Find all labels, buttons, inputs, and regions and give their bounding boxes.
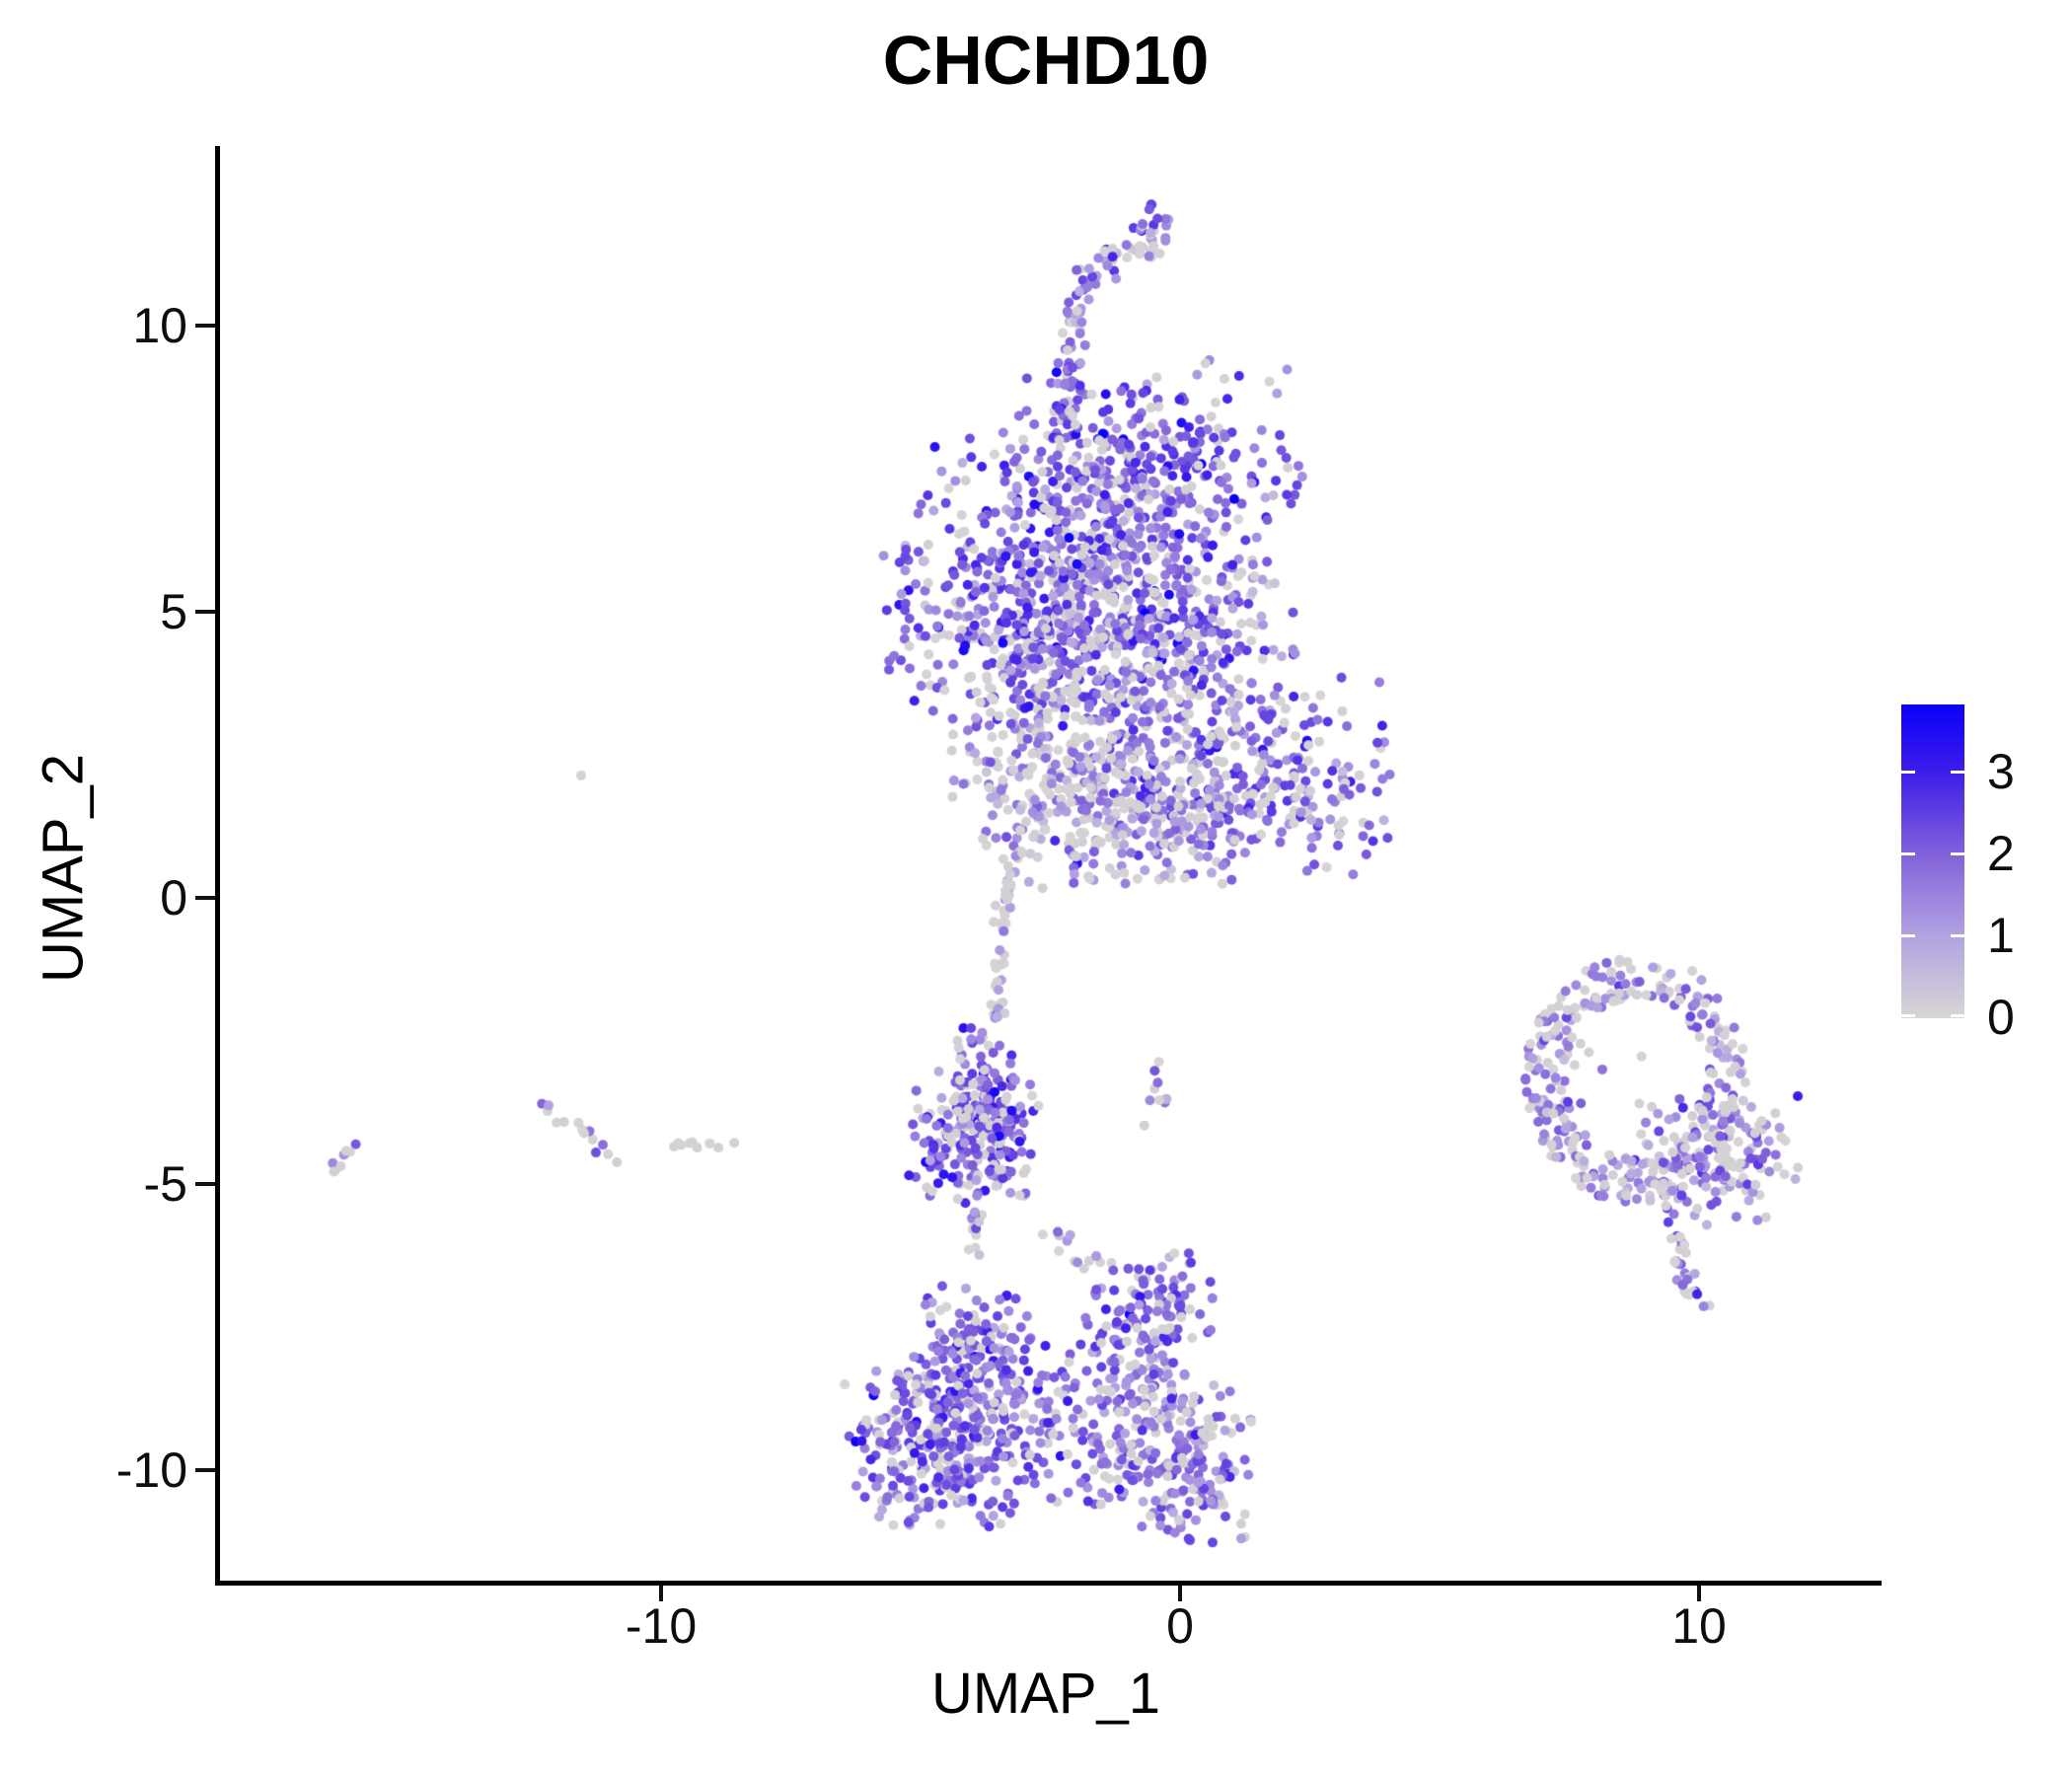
colorbar-label: 1	[1987, 908, 2015, 963]
colorbar-label: 2	[1987, 826, 2015, 881]
colorbar-tick	[1951, 934, 1964, 937]
y-tick-mark	[195, 1182, 215, 1186]
y-tick-label: -5	[143, 1156, 187, 1212]
y-tick-mark	[195, 324, 215, 328]
colorbar-label: 0	[1987, 990, 2015, 1045]
x-tick-mark	[1178, 1586, 1182, 1601]
y-tick-label: -10	[115, 1443, 187, 1498]
colorbar-tick	[1951, 852, 1964, 855]
colorbar-tick	[1901, 852, 1915, 855]
colorbar-tick	[1901, 934, 1915, 937]
colorbar-tick	[1951, 1014, 1964, 1017]
y-tick-mark	[195, 610, 215, 614]
x-axis-title: UMAP_1	[930, 1662, 1161, 1726]
umap-scatter-canvas	[215, 146, 1877, 1583]
y-tick-mark	[195, 1468, 215, 1472]
colorbar-tick	[1951, 771, 1964, 774]
x-tick-label: 0	[1166, 1598, 1194, 1654]
expression-colorbar	[1901, 704, 1964, 1018]
colorbar-tick	[1901, 1014, 1915, 1017]
x-tick-label: 10	[1671, 1598, 1727, 1654]
y-tick-label: 0	[160, 870, 187, 925]
x-tick-mark	[1697, 1586, 1701, 1601]
y-tick-mark	[195, 896, 215, 900]
x-tick-label: -10	[625, 1598, 698, 1654]
y-tick-label: 10	[132, 298, 187, 353]
colorbar-label: 3	[1987, 744, 2015, 799]
colorbar-tick	[1901, 771, 1915, 774]
plot-title: CHCHD10	[882, 22, 1210, 99]
y-tick-label: 5	[160, 584, 187, 639]
y-axis-title: UMAP_2	[31, 753, 96, 984]
x-tick-mark	[659, 1586, 663, 1601]
